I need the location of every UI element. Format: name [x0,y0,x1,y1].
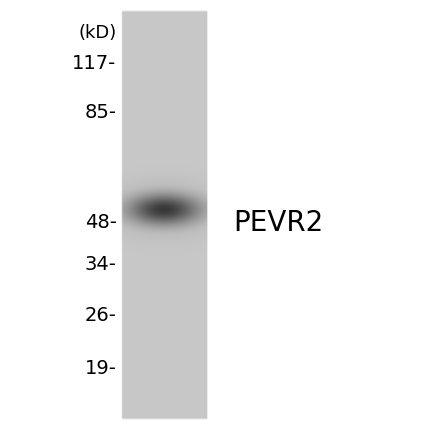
Bar [125,31,202,421]
Text: (kD): (kD) [78,24,117,42]
Text: 48-: 48- [85,213,117,232]
Text: 34-: 34- [85,255,117,274]
Text: PEVR2: PEVR2 [233,209,323,237]
Text: 117-: 117- [72,54,117,74]
Text: 85-: 85- [84,103,117,122]
Text: 26-: 26- [85,306,117,325]
Text: 19-: 19- [85,359,117,378]
